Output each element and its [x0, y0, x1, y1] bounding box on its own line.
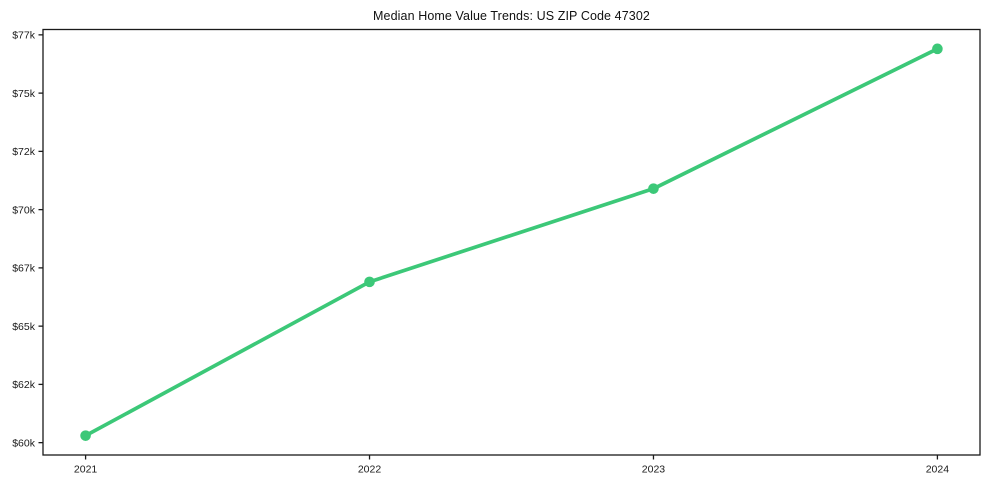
data-point-2024	[932, 43, 943, 55]
y-tick-label: $67k	[12, 263, 36, 275]
data-point-2021	[80, 430, 91, 441]
trend-line	[83, 46, 940, 438]
data-point-2023	[648, 183, 659, 194]
y-tick-label: $75k	[12, 88, 36, 100]
plot-frame	[42, 28, 981, 456]
x-tick-label: 2024	[926, 464, 950, 476]
y-tick-label: $70k	[12, 204, 36, 216]
y-tick-label: $72k	[12, 146, 36, 158]
chart-title: Median Home Value Trends: US ZIP Code 47…	[373, 9, 650, 23]
y-tick-label: $62k	[12, 379, 36, 391]
data-point-2022	[364, 276, 375, 288]
x-tick-label: 2022	[358, 464, 382, 476]
y-tick-label: $60k	[12, 437, 36, 449]
x-tick-label: 2023	[642, 464, 666, 476]
plot-area	[43, 29, 980, 455]
y-tick-label: $65k	[12, 321, 36, 333]
x-tick-label: 2021	[74, 464, 98, 476]
y-tick-label: $77k	[12, 30, 36, 42]
